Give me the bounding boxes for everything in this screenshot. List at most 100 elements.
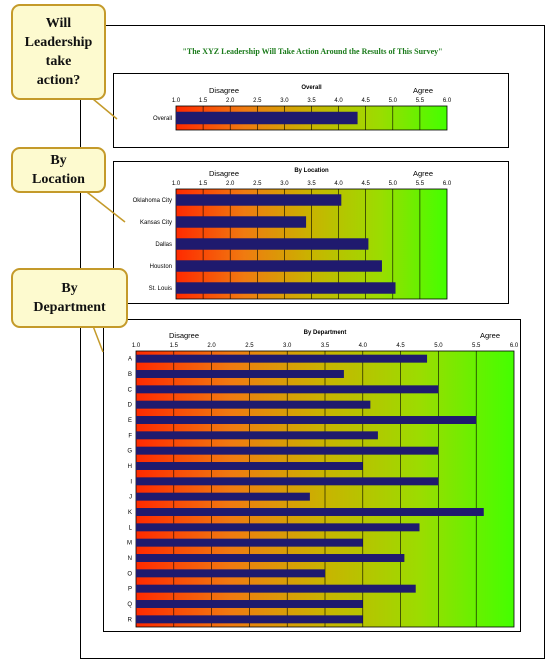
agree-label: Agree (480, 331, 500, 340)
bar (136, 462, 363, 470)
category-label: L (129, 525, 133, 531)
category-label: R (128, 617, 133, 623)
tick-label: 3.5 (321, 343, 330, 349)
agree-label: Agree (413, 86, 433, 95)
tick-label: 5.5 (416, 181, 425, 187)
tick-label: 5.5 (472, 343, 481, 349)
bar (176, 194, 342, 206)
bar (136, 523, 420, 532)
tick-label: 6.0 (443, 181, 452, 187)
tick-label: 5.0 (389, 98, 398, 104)
tick-label: 1.0 (132, 343, 141, 349)
bar (136, 385, 439, 394)
category-label: H (128, 464, 132, 470)
tick-label: 3.0 (280, 98, 289, 104)
tick-label: 4.5 (362, 98, 371, 104)
tick-label: 2.0 (207, 343, 216, 349)
tick-label: 3.0 (283, 343, 292, 349)
category-label: P (128, 587, 132, 593)
bar (176, 216, 307, 228)
disagree-label: Disagree (209, 86, 239, 95)
tick-label: 3.0 (280, 181, 289, 187)
disagree-label: Disagree (169, 331, 199, 340)
category-label: A (128, 357, 132, 363)
agree-label: Agree (413, 169, 433, 178)
bar (136, 400, 371, 409)
bar (176, 238, 369, 250)
category-label: Q (127, 602, 132, 608)
tick-label: 4.0 (334, 98, 343, 104)
location-chart: 1.0 1.5 2.0 2.5 3.0 3.5 4.0 4.5 5.0 5.5 6.0 By Loca… (133, 168, 452, 300)
tick-label: 4.0 (359, 343, 368, 349)
category-label: G (127, 449, 132, 455)
category-label: Dallas (155, 242, 172, 248)
category-label: Houston (150, 264, 172, 270)
tick-label: 3.5 (307, 98, 316, 104)
category-label: K (128, 510, 132, 516)
chart-title: By Department (304, 330, 347, 336)
bar (136, 370, 344, 378)
chart-title: By Location (294, 168, 329, 174)
category-label: C (128, 387, 133, 393)
category-label: St. Louis (149, 286, 172, 292)
callout-connector (92, 98, 118, 120)
tick-label: 2.0 (226, 98, 235, 104)
bar (176, 282, 396, 294)
department-chart: 1.0 1.5 2.0 2.5 3.0 3.5 4.0 4.5 5.0 5.5 6.0 By Depa… (127, 330, 519, 628)
category-label: O (127, 571, 132, 577)
tick-label: 5.5 (416, 98, 425, 104)
callout-connector (82, 188, 126, 223)
category-label: E (128, 418, 132, 424)
bar (136, 354, 428, 363)
bar (136, 538, 363, 547)
chart-title: Overall (301, 85, 322, 91)
tick-label: 2.5 (245, 343, 254, 349)
category-label: D (128, 403, 133, 409)
category-label: J (129, 495, 132, 501)
tick-label: 5.0 (389, 181, 398, 187)
bar (136, 554, 405, 562)
bar (136, 416, 477, 424)
bar (136, 446, 439, 455)
overall-chart: 1.0 1.5 2.0 2.5 3.0 3.5 4.0 4.5 5.0 5.5 6.0 Overall… (153, 85, 452, 131)
tick-label: 1.0 (172, 181, 181, 187)
disagree-label: Disagree (209, 169, 239, 178)
tick-label: 4.5 (396, 343, 405, 349)
tick-label: 5.0 (434, 343, 443, 349)
bar (136, 492, 310, 501)
tick-label: 1.5 (199, 181, 208, 187)
tick-label: 1.5 (199, 98, 208, 104)
bar (176, 111, 358, 125)
plot-border (135, 350, 515, 628)
department-chart-panel: 1.0 1.5 2.0 2.5 3.0 3.5 4.0 4.5 5.0 5.5 6.0 By Depa… (103, 319, 521, 632)
bar (136, 615, 363, 624)
tick-label: 4.0 (334, 181, 343, 187)
category-label: F (128, 433, 132, 439)
bar (136, 477, 439, 486)
bar (176, 260, 382, 272)
category-label: M (127, 541, 132, 547)
tick-label: 4.5 (362, 181, 371, 187)
tick-label: 6.0 (510, 343, 519, 349)
callout-connector (92, 325, 104, 353)
tick-label: 6.0 (443, 98, 452, 104)
bar (136, 600, 363, 608)
category-label: I (130, 479, 132, 485)
tick-label: 2.5 (253, 98, 262, 104)
tick-label: 1.0 (172, 98, 181, 104)
bar (136, 584, 416, 593)
category-label: Kansas City (140, 220, 172, 226)
bar (136, 431, 378, 440)
location-chart-panel: 1.0 1.5 2.0 2.5 3.0 3.5 4.0 4.5 5.0 5.5 6.0 By Loca… (113, 161, 509, 304)
bar (136, 508, 484, 516)
tick-label: 1.5 (170, 343, 179, 349)
tick-label: 3.5 (307, 181, 316, 187)
category-label: N (128, 556, 132, 562)
category-label: Oklahoma City (133, 198, 172, 204)
callout-leadership-action: Will Leadership take action? (11, 4, 106, 100)
bar (136, 569, 325, 578)
tick-label: 2.0 (226, 181, 235, 187)
category-label: Overall (153, 116, 172, 122)
category-label: B (128, 372, 132, 378)
